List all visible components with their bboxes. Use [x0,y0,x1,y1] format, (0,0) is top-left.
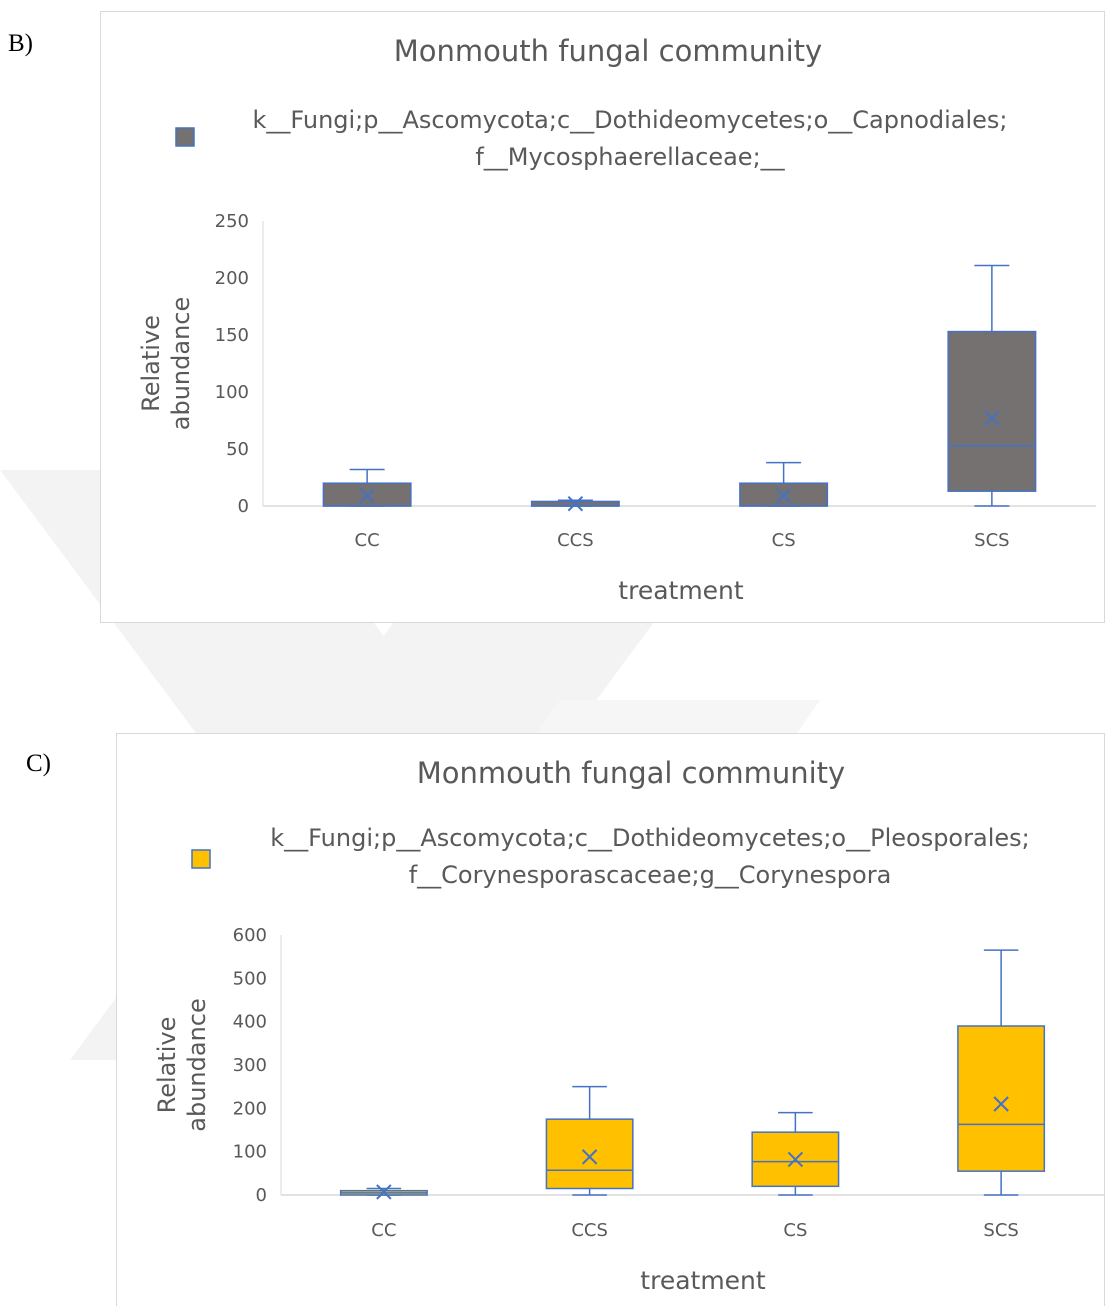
x-tick-label: CCS [571,1220,608,1241]
x-tick-label: CCS [557,530,594,551]
y-tick-label: 600 [233,925,267,946]
chart-frame-b: Monmouth fungal community k__Fungi;p__Asc… [100,11,1105,623]
x-axis-label: treatment [640,1266,766,1295]
x-tick-label: CC [355,530,380,551]
box-iqr [947,330,1037,492]
y-axis-label-line: Relative [137,315,165,412]
box-iqr [957,1025,1046,1172]
x-tick-label: CS [772,530,796,551]
box-cc [322,468,412,507]
y-tick-label: 200 [233,1098,267,1119]
x-tick-label: CC [371,1220,396,1241]
box-scs [957,949,1046,1196]
mean-marker [775,488,792,504]
x-tick-label: SCS [974,530,1009,551]
box-chart-c: Monmouth fungal community k__Fungi;p__Asc… [153,756,1104,1295]
y-axis-label: Relativeabundance [153,998,211,1131]
box-iqr [545,1118,634,1190]
y-axis-label-line: abundance [183,998,211,1131]
legend-swatch [175,127,195,147]
y-tick-label: 100 [215,382,249,403]
y-tick-label: 150 [215,325,249,346]
chart-title: Monmouth fungal community [394,34,822,68]
y-tick-label: 50 [226,439,249,460]
y-axis-label-line: abundance [167,297,195,430]
y-tick-label: 300 [233,1055,267,1076]
y-tick-label: 0 [256,1185,267,1206]
legend-swatch [191,849,211,869]
y-axis-label-line: Relative [153,1017,181,1114]
y-tick-label: 250 [215,211,249,232]
mean-marker [359,488,375,504]
panel-label-b: B) [8,30,33,57]
y-tick-label: 100 [233,1142,267,1163]
y-tick-label: 200 [215,268,249,289]
mean-marker [787,1151,804,1168]
y-tick-label: 0 [238,496,249,517]
box-ccs [530,496,620,512]
box-cs [739,461,829,507]
y-tick-label: 500 [233,968,267,989]
box-chart-b: Monmouth fungal community k__Fungi;p__Asc… [137,34,1096,605]
x-tick-label: SCS [983,1220,1018,1241]
y-axis-label: Relativeabundance [137,297,195,430]
legend-text: f__Corynesporascaceae;g__Corynespora [409,861,892,889]
mean-marker [993,1096,1009,1112]
box-ccs [545,1085,634,1196]
legend-text: k__Fungi;p__Ascomycota;c__Dothideomycete… [252,106,1007,134]
x-axis-label: treatment [618,576,744,605]
chart-frame-c: Monmouth fungal community k__Fungi;p__Asc… [116,733,1105,1306]
mean-marker [567,496,584,512]
panel-label-c: C) [26,750,51,777]
box-scs [947,264,1037,507]
mean-marker [984,410,1000,426]
box-cc [339,1184,428,1200]
legend-text: k__Fungi;p__Ascomycota;c__Dothideomycete… [270,824,1029,852]
y-tick-label: 400 [233,1012,267,1033]
box-cs [751,1111,840,1196]
x-tick-label: CS [783,1220,807,1241]
mean-marker [376,1184,392,1200]
mean-marker [581,1149,598,1165]
legend-text: f__Mycosphaerellaceae;__ [475,143,785,171]
chart-title: Monmouth fungal community [417,756,845,790]
